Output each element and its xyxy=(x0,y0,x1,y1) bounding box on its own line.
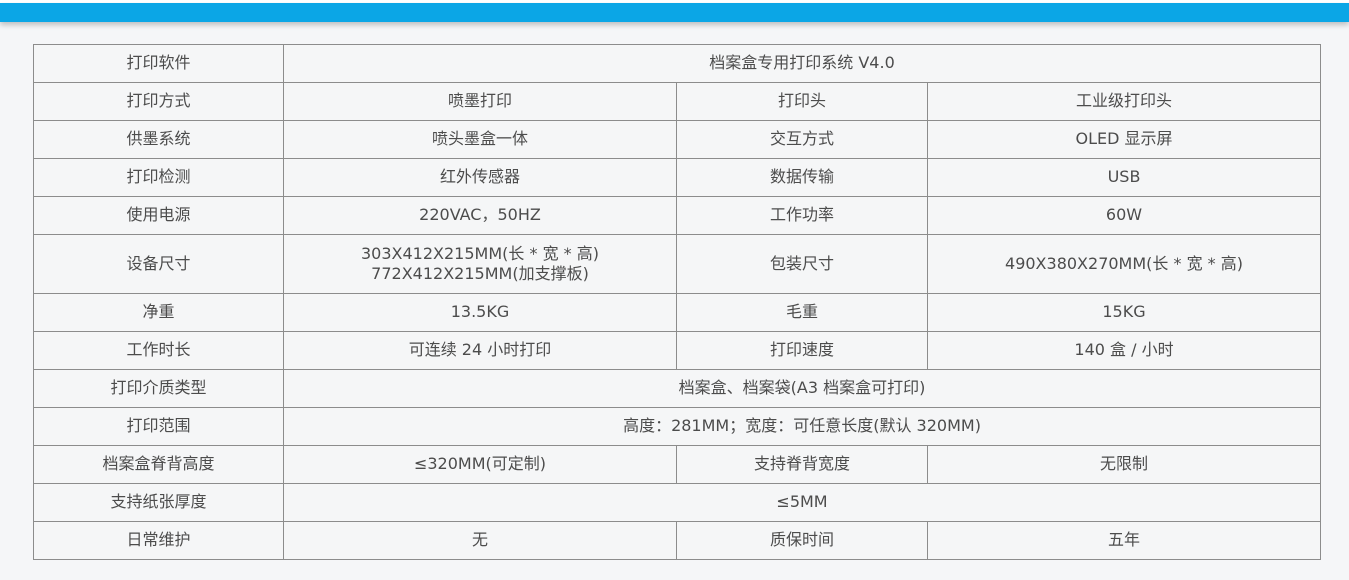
spec-value: 工业级打印头 xyxy=(926,82,1322,121)
spec-value: 220VAC，50HZ xyxy=(283,196,677,235)
spec-label: 包装尺寸 xyxy=(676,234,928,294)
table-row: 打印检测 红外传感器 数据传输 USB xyxy=(33,158,1322,197)
spec-table-wrap: 打印软件 档案盒专用打印系统 V4.0 打印方式 喷墨打印 打印头 工业级打印头… xyxy=(33,44,1322,560)
spec-value: 无 xyxy=(283,521,677,560)
top-accent-bar xyxy=(0,3,1349,22)
table-row: 供墨系统 喷头墨盒一体 交互方式 OLED 显示屏 xyxy=(33,120,1322,159)
spec-label: 打印头 xyxy=(676,82,928,121)
spec-table: 打印软件 档案盒专用打印系统 V4.0 打印方式 喷墨打印 打印头 工业级打印头… xyxy=(33,44,1322,560)
spec-label: 数据传输 xyxy=(676,158,928,197)
table-row: 净重 13.5KG 毛重 15KG xyxy=(33,293,1322,332)
spec-value: 档案盒、档案袋(A3 档案盒可打印) xyxy=(282,369,1322,408)
spec-label: 打印范围 xyxy=(33,407,284,446)
table-row: 档案盒脊背高度 ≤320MM(可定制) 支持脊背宽度 无限制 xyxy=(33,445,1322,484)
table-row: 设备尺寸 303X412X215MM(长 * 宽 * 高) 772X412X21… xyxy=(33,234,1322,294)
table-row: 支持纸张厚度 ≤5MM xyxy=(33,483,1322,522)
spec-value: 13.5KG xyxy=(283,293,677,332)
spec-label: 支持脊背宽度 xyxy=(676,445,928,484)
top-white-strip xyxy=(0,0,1349,3)
spec-label: 质保时间 xyxy=(676,521,928,560)
spec-label: 工作时长 xyxy=(33,331,284,370)
spec-value: 303X412X215MM(长 * 宽 * 高) 772X412X215MM(加… xyxy=(283,234,677,294)
spec-value: 可连续 24 小时打印 xyxy=(283,331,677,370)
spec-value: 140 盒 / 小时 xyxy=(926,331,1322,370)
table-row: 使用电源 220VAC，50HZ 工作功率 60W xyxy=(33,196,1322,235)
spec-label: 净重 xyxy=(33,293,284,332)
spec-value: 五年 xyxy=(926,521,1322,560)
spec-value: 高度：281MM；宽度：可任意长度(默认 320MM) xyxy=(282,407,1322,446)
table-row: 工作时长 可连续 24 小时打印 打印速度 140 盒 / 小时 xyxy=(33,331,1322,370)
device-size-line1: 303X412X215MM(长 * 宽 * 高) xyxy=(361,243,599,263)
spec-label: 打印方式 xyxy=(33,82,284,121)
spec-value: 15KG xyxy=(926,293,1322,332)
spec-label: 打印介质类型 xyxy=(33,369,284,408)
spec-value: ≤320MM(可定制) xyxy=(283,445,677,484)
table-row: 打印介质类型 档案盒、档案袋(A3 档案盒可打印) xyxy=(33,369,1322,408)
device-size-line2: 772X412X215MM(加支撑板) xyxy=(371,264,589,283)
spec-value: ≤5MM xyxy=(282,483,1322,522)
spec-label: 工作功率 xyxy=(676,196,928,235)
spec-label: 支持纸张厚度 xyxy=(33,483,284,522)
spec-label: 使用电源 xyxy=(33,196,284,235)
spec-value: OLED 显示屏 xyxy=(926,120,1322,159)
spec-label: 档案盒脊背高度 xyxy=(33,445,284,484)
spec-value: USB xyxy=(926,158,1322,197)
spec-value: 无限制 xyxy=(926,445,1322,484)
spec-label: 设备尺寸 xyxy=(33,234,284,294)
spec-label: 打印速度 xyxy=(676,331,928,370)
spec-label: 毛重 xyxy=(676,293,928,332)
spec-label: 供墨系统 xyxy=(33,120,284,159)
spec-value: 60W xyxy=(926,196,1322,235)
spec-value: 档案盒专用打印系统 V4.0 xyxy=(282,44,1322,83)
table-row: 打印软件 档案盒专用打印系统 V4.0 xyxy=(33,44,1322,83)
spec-value: 红外传感器 xyxy=(283,158,677,197)
spec-value: 喷头墨盒一体 xyxy=(283,120,677,159)
spec-label: 交互方式 xyxy=(676,120,928,159)
spec-label: 日常维护 xyxy=(33,521,284,560)
table-row: 日常维护 无 质保时间 五年 xyxy=(33,521,1322,560)
spec-value: 喷墨打印 xyxy=(283,82,677,121)
spec-label: 打印检测 xyxy=(33,158,284,197)
spec-label: 打印软件 xyxy=(33,44,284,83)
table-row: 打印方式 喷墨打印 打印头 工业级打印头 xyxy=(33,82,1322,121)
spec-value: 490X380X270MM(长 * 宽 * 高) xyxy=(926,234,1322,294)
table-row: 打印范围 高度：281MM；宽度：可任意长度(默认 320MM) xyxy=(33,407,1322,446)
